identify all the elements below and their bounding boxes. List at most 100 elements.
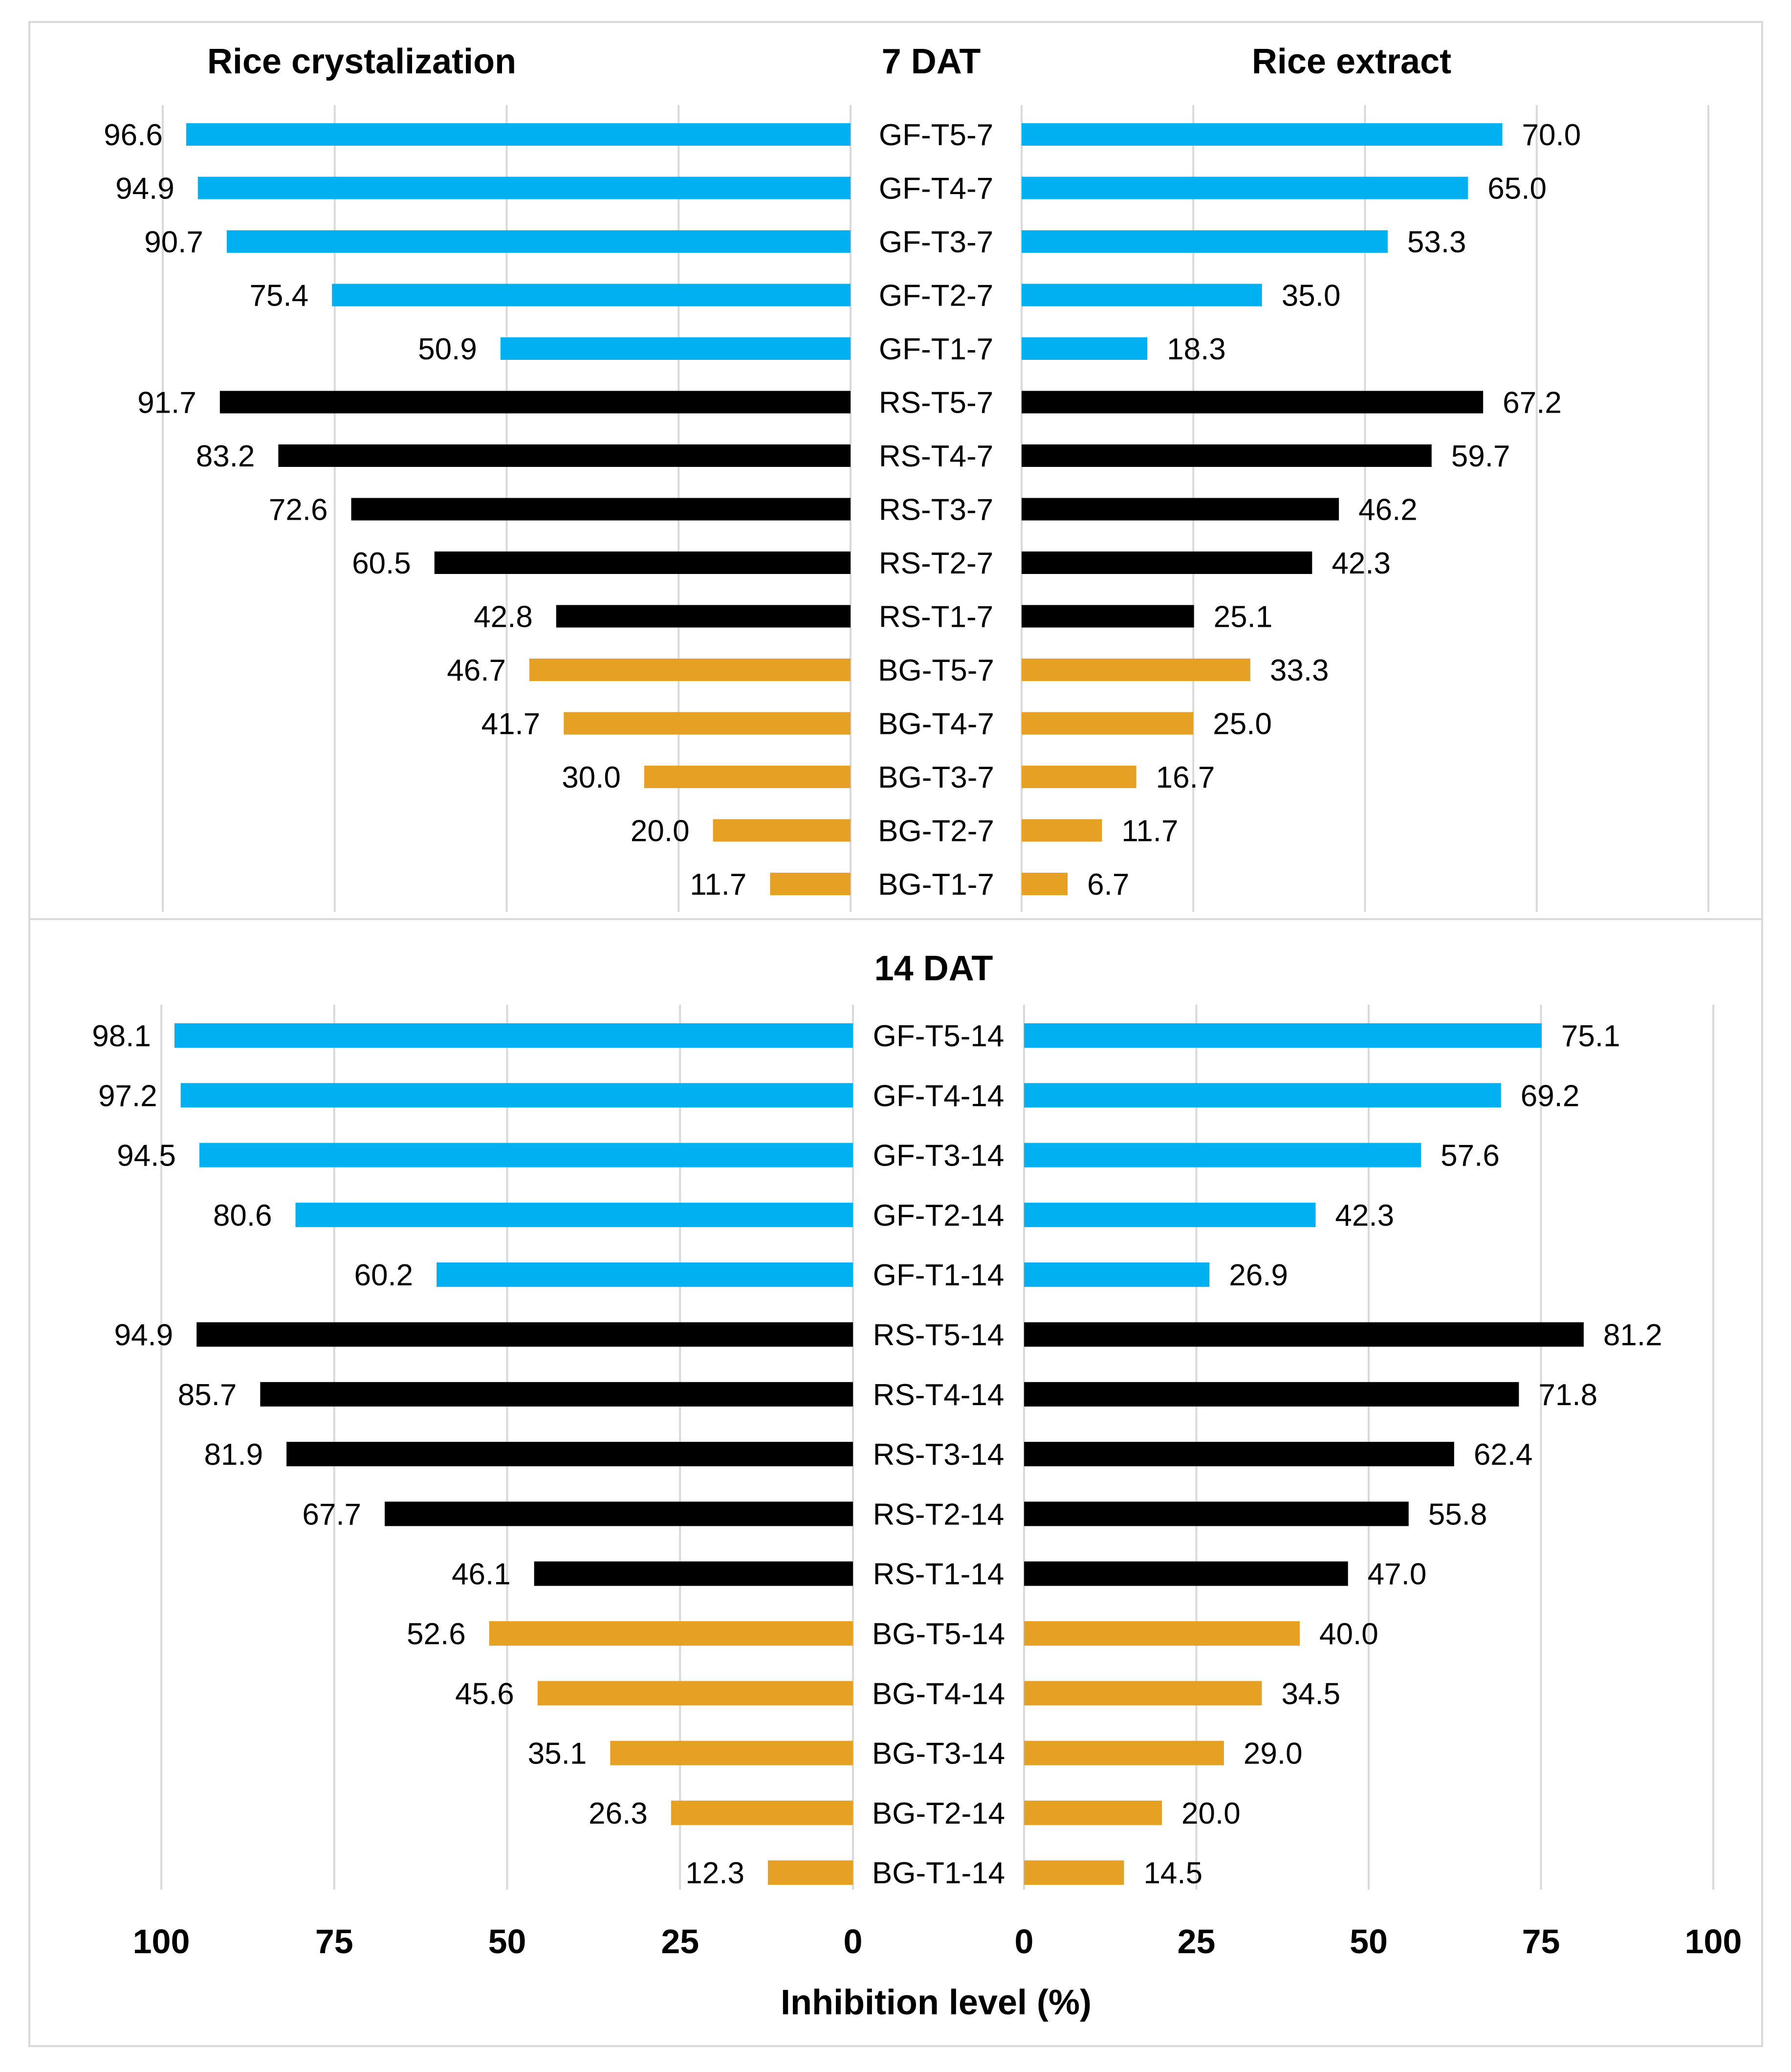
bar-left-RS-T2-14: [385, 1501, 853, 1526]
category-label-BG-T5-14: BG-T5-14: [872, 1617, 1005, 1651]
value-label-left-BG-T4-7: 41.7: [481, 707, 541, 741]
value-label-left-GF-T4-14: 97.2: [98, 1079, 157, 1113]
x-axis-label: Inhibition level (%): [781, 1983, 1092, 2022]
bar-right-GF-T5-14: [1024, 1023, 1542, 1048]
value-label-left-BG-T1-14: 12.3: [685, 1856, 744, 1890]
bar-right-BG-T4-7: [1022, 712, 1194, 735]
value-label-right-BG-T4-7: 25.0: [1213, 707, 1272, 741]
tick-left-100: 100: [133, 1922, 190, 1961]
bar-left-BG-T1-14: [767, 1860, 853, 1885]
category-label-GF-T2-14: GF-T2-14: [873, 1199, 1005, 1233]
value-label-right-GF-T4-7: 65.0: [1487, 172, 1547, 206]
bar-right-RS-T4-14: [1024, 1382, 1519, 1407]
value-label-left-RS-T2-7: 60.5: [352, 547, 411, 580]
bar-right-RS-T3-14: [1024, 1442, 1454, 1467]
value-label-left-RS-T5-7: 91.7: [137, 386, 197, 420]
value-label-right-BG-T5-14: 40.0: [1319, 1617, 1378, 1651]
value-label-right-GF-T3-14: 57.6: [1441, 1139, 1500, 1173]
category-label-RS-T3-14: RS-T3-14: [873, 1438, 1005, 1472]
bar-left-GF-T3-7: [226, 230, 851, 253]
category-label-RS-T4-14: RS-T4-14: [873, 1378, 1005, 1412]
value-label-right-GF-T1-7: 18.3: [1167, 332, 1226, 366]
bar-left-RS-T4-14: [260, 1382, 853, 1407]
value-label-right-RS-T2-7: 42.3: [1332, 547, 1391, 580]
panel-title-7-dat: 7 DAT: [882, 42, 981, 81]
bar-left-GF-T4-7: [197, 176, 851, 199]
bar-left-RS-T3-7: [351, 498, 851, 521]
bar-right-BG-T2-7: [1022, 819, 1102, 842]
bar-right-GF-T1-14: [1024, 1262, 1210, 1287]
bar-right-GF-T1-7: [1022, 337, 1148, 360]
x-axis-ticks: 100 75 50 25 0 0 25 50 75 100: [133, 1922, 1742, 1961]
bar-right-RS-T2-7: [1022, 551, 1312, 574]
bar-left-BG-T5-14: [489, 1621, 853, 1646]
value-label-left-BG-T3-14: 35.1: [528, 1737, 587, 1771]
bar-left-GF-T1-7: [500, 337, 851, 360]
bar-right-RS-T5-7: [1022, 391, 1484, 414]
tick-right-25: 25: [1178, 1922, 1216, 1961]
category-label-RS-T2-7: RS-T2-7: [879, 547, 993, 580]
tick-right-50: 50: [1350, 1922, 1388, 1961]
value-label-right-BG-T2-14: 20.0: [1181, 1797, 1241, 1830]
tick-right-100: 100: [1685, 1922, 1742, 1961]
value-label-left-BG-T4-14: 45.6: [455, 1677, 514, 1711]
labels: Rice crystalization Rice extract 7 DAT 1…: [92, 42, 1662, 2022]
bar-left-GF-T1-14: [437, 1262, 853, 1287]
bar-left-BG-T4-14: [537, 1681, 853, 1706]
value-label-left-GF-T4-7: 94.9: [115, 172, 175, 206]
category-label-BG-T2-14: BG-T2-14: [872, 1797, 1005, 1830]
value-label-left-RS-T1-14: 46.1: [452, 1558, 511, 1591]
value-label-left-GF-T5-7: 96.6: [104, 118, 163, 152]
category-label-RS-T3-7: RS-T3-7: [879, 493, 993, 527]
value-label-left-BG-T1-7: 11.7: [690, 868, 746, 902]
category-label-RS-T4-7: RS-T4-7: [879, 440, 993, 473]
category-label-RS-T2-14: RS-T2-14: [873, 1498, 1005, 1531]
bar-left-RS-T1-7: [556, 605, 851, 628]
bar-left-RS-T2-7: [434, 551, 851, 574]
category-label-BG-T3-7: BG-T3-7: [878, 761, 994, 794]
value-label-right-BG-T4-14: 34.5: [1281, 1677, 1340, 1711]
tick-left-75: 75: [315, 1922, 353, 1961]
value-label-left-BG-T5-7: 46.7: [447, 654, 506, 687]
value-label-left-RS-T1-7: 42.8: [474, 600, 533, 634]
category-label-BG-T4-14: BG-T4-14: [872, 1677, 1005, 1711]
value-label-left-GF-T1-7: 50.9: [418, 332, 477, 366]
value-label-right-GF-T1-14: 26.9: [1229, 1258, 1288, 1292]
category-label-GF-T3-7: GF-T3-7: [879, 225, 993, 259]
category-label-BG-T4-7: BG-T4-7: [878, 707, 994, 741]
value-label-left-GF-T1-14: 60.2: [354, 1258, 413, 1292]
value-label-right-RS-T3-7: 46.2: [1358, 493, 1418, 527]
bar-left-BG-T5-7: [529, 659, 851, 681]
bars: [174, 123, 1584, 1885]
value-label-right-GF-T5-14: 75.1: [1561, 1019, 1620, 1053]
bar-left-BG-T3-14: [610, 1741, 853, 1765]
bar-right-RS-T5-14: [1024, 1322, 1584, 1347]
bar-right-BG-T5-7: [1022, 659, 1250, 681]
bar-left-GF-T5-7: [186, 123, 851, 146]
value-label-left-BG-T2-7: 20.0: [631, 815, 690, 848]
category-label-RS-T5-14: RS-T5-14: [873, 1319, 1005, 1352]
bar-left-BG-T1-7: [770, 873, 851, 895]
category-label-GF-T3-14: GF-T3-14: [873, 1139, 1005, 1173]
bar-right-BG-T4-14: [1024, 1681, 1262, 1706]
bar-right-GF-T3-14: [1024, 1143, 1421, 1168]
value-label-right-BG-T1-14: 14.5: [1143, 1856, 1202, 1890]
value-label-left-RS-T3-7: 72.6: [269, 493, 328, 527]
value-label-left-RS-T4-7: 83.2: [196, 440, 255, 473]
bar-right-GF-T4-7: [1022, 176, 1468, 199]
value-label-left-GF-T3-14: 94.5: [117, 1139, 176, 1173]
category-label-BG-T2-7: BG-T2-7: [878, 815, 994, 848]
chart-frame: [28, 21, 1763, 2047]
bar-right-RS-T1-14: [1024, 1561, 1348, 1586]
bar-right-BG-T3-14: [1024, 1741, 1224, 1765]
bar-left-RS-T5-7: [219, 391, 851, 414]
panel-title-14-dat: 14 DAT: [874, 949, 993, 988]
bar-left-BG-T4-7: [564, 712, 851, 735]
value-label-right-RS-T3-14: 62.4: [1474, 1438, 1533, 1472]
left-title: Rice crystalization: [207, 42, 516, 81]
value-label-left-RS-T4-14: 85.7: [178, 1378, 237, 1412]
bar-left-RS-T3-14: [286, 1442, 853, 1467]
bar-right-RS-T1-7: [1022, 605, 1194, 628]
bar-right-GF-T2-14: [1024, 1202, 1316, 1227]
